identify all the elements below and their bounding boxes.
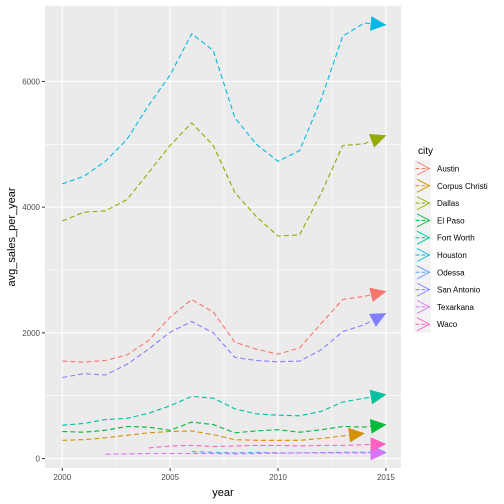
legend-label: Houston — [437, 251, 467, 260]
legend-label: Austin — [437, 165, 459, 174]
y-tick-label: 2000 — [22, 329, 40, 338]
x-axis-title: year — [212, 487, 234, 499]
series-layer — [62, 16, 387, 461]
series-end-arrow — [369, 287, 387, 303]
x-axis: 2000 2005 2010 2015 — [53, 468, 395, 482]
legend-key-arrow — [416, 248, 431, 262]
legend-key-arrow — [416, 178, 431, 193]
series-end-arrow — [370, 16, 387, 31]
legend-label: Dallas — [437, 199, 459, 208]
legend-key-arrow — [416, 230, 431, 245]
legend-label: Corpus Christi — [437, 182, 488, 191]
grid-major — [45, 6, 401, 468]
y-tick-label: 6000 — [22, 77, 40, 86]
legend-key-arrow — [416, 317, 431, 332]
y-axis-title: avg_sales_per_year — [6, 187, 18, 286]
legend-title: city — [418, 146, 433, 157]
series-line-texarkana — [105, 452, 386, 455]
y-tick-label: 4000 — [22, 203, 40, 212]
series-end-arrow — [370, 437, 387, 452]
y-tick-label: 0 — [36, 455, 41, 464]
legend-key-arrow — [416, 161, 431, 176]
legend-label: Texarkana — [437, 303, 474, 312]
legend-key-arrow — [416, 265, 431, 280]
legend-label: Fort Worth — [437, 234, 475, 243]
series-end-arrow — [369, 389, 387, 405]
x-tick-label: 2015 — [377, 473, 395, 482]
legend-key-arrow — [416, 196, 431, 210]
series-end-arrow — [348, 427, 365, 443]
x-tick-label: 2005 — [161, 473, 179, 482]
y-axis: 0 2000 4000 6000 — [22, 77, 45, 464]
series-line-san-antonio — [62, 312, 387, 379]
legend-key-arrow — [416, 300, 431, 314]
legend-key-arrow — [416, 282, 431, 297]
series-line-corpus-christi — [62, 430, 365, 441]
legend-label: Odessa — [437, 268, 465, 277]
legend-items: Austin Corpus Christi Dallas El Paso Fort Wo… — [414, 160, 488, 333]
series-end-arrow — [368, 313, 387, 327]
series-line-el-paso — [62, 421, 386, 434]
plot-panel — [45, 6, 401, 468]
legend: city Austin Corpus Christi Dallas El Paso Fo… — [414, 146, 488, 333]
series-line-austin — [62, 290, 387, 363]
series-end-arrow — [369, 134, 387, 148]
legend-label: Waco — [437, 320, 458, 329]
x-tick-label: 2000 — [53, 473, 71, 482]
series-line-dallas — [62, 122, 387, 237]
legend-label: San Antonio — [437, 286, 481, 295]
series-end-arrow — [369, 419, 387, 434]
series-line-houston — [62, 22, 386, 185]
x-tick-label: 2010 — [269, 473, 287, 482]
legend-label: El Paso — [437, 216, 465, 225]
legend-key-arrow — [416, 213, 431, 228]
series-line-odessa — [191, 451, 386, 454]
